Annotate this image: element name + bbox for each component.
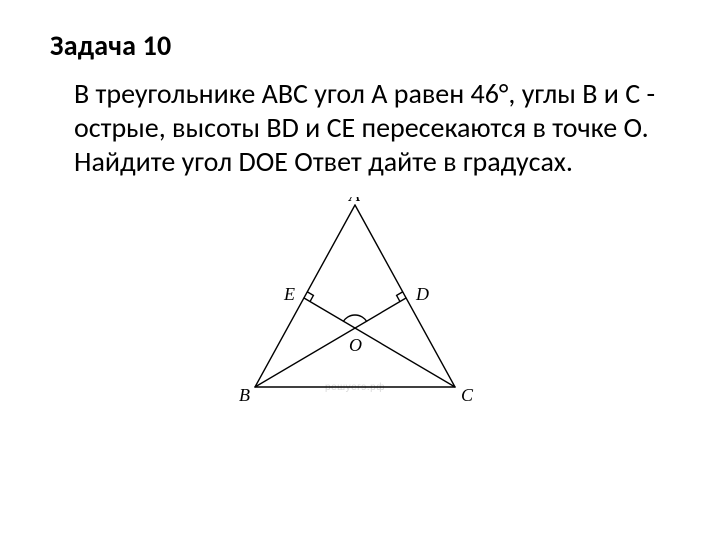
vertex-label-c: C	[461, 385, 474, 405]
vertex-label-a: A	[348, 197, 361, 205]
vertex-label-e: E	[283, 284, 295, 304]
problem-body: В треугольнике ABC угол A равен 46°, угл…	[50, 77, 670, 179]
figure-container: решуегэ.рфABCEDO	[50, 197, 670, 412]
vertex-label-d: D	[415, 284, 429, 304]
problem-title: Задача 10	[50, 28, 670, 63]
vertex-label-o: O	[349, 335, 362, 355]
triangle-diagram: решуегэ.рфABCEDO	[235, 197, 485, 412]
vertex-label-b: B	[239, 385, 250, 405]
